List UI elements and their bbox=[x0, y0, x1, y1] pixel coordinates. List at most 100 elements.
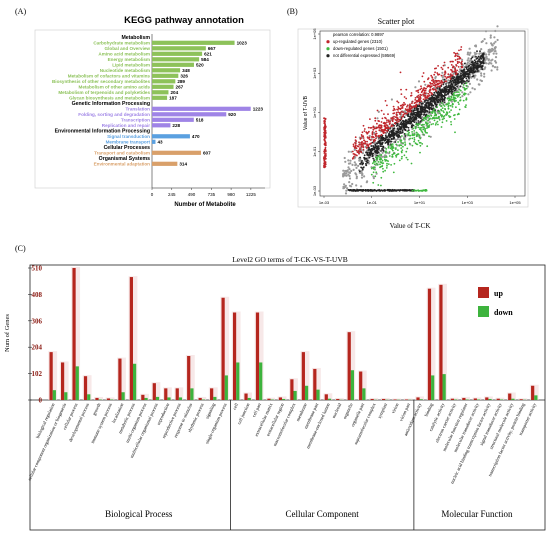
scatter-point-background bbox=[484, 30, 488, 33]
scatter-point-background bbox=[348, 181, 351, 184]
scatter-point-background bbox=[381, 151, 384, 154]
scatter-point-down-regulated bbox=[388, 155, 391, 157]
scatter-point-up-regulated bbox=[375, 137, 377, 140]
scatter-point-background bbox=[347, 166, 350, 169]
scatter-point-up-regulated bbox=[360, 150, 362, 153]
go-bar-up bbox=[95, 397, 99, 400]
scatter-point-background bbox=[344, 184, 347, 187]
scatter-point-background bbox=[361, 152, 364, 155]
scatter-point-up-regulated bbox=[427, 95, 429, 98]
go-bar-down bbox=[110, 399, 114, 400]
scatter-point-not-differential bbox=[368, 156, 371, 159]
scatter-point-down-regulated bbox=[440, 114, 442, 116]
go-bar-up bbox=[473, 398, 477, 400]
scatter-point-up-regulated bbox=[323, 156, 326, 158]
scatter-point-up-regulated bbox=[454, 68, 457, 71]
scatter-point-down-regulated bbox=[379, 163, 381, 166]
scatter-point-not-differential bbox=[424, 104, 426, 106]
panel-b-ylabel: Value of T-UVB bbox=[303, 95, 309, 130]
scatter-point-not-differential bbox=[441, 97, 444, 100]
scatter-y-tick-label: 1e-01 bbox=[312, 146, 317, 157]
scatter-point-down-regulated bbox=[417, 189, 419, 192]
scatter-point-up-regulated bbox=[450, 64, 453, 66]
scatter-point-up-regulated bbox=[362, 145, 364, 147]
kegg-group-label: Metabolism bbox=[121, 35, 150, 41]
scatter-x-tick-label: 1e+03 bbox=[462, 200, 474, 205]
scatter-point-up-regulated bbox=[370, 142, 372, 145]
scatter-point-background bbox=[417, 80, 421, 83]
scatter-point-up-regulated bbox=[450, 75, 453, 77]
scatter-point-down-regulated bbox=[406, 147, 409, 150]
scatter-point-not-differential bbox=[403, 125, 406, 128]
scatter-point-not-differential bbox=[376, 150, 379, 153]
scatter-point-not-differential bbox=[410, 120, 413, 123]
scatter-point-down-regulated bbox=[398, 159, 401, 162]
scatter-point-background bbox=[493, 66, 497, 69]
scatter-point-background bbox=[372, 175, 375, 178]
go-bar-up bbox=[49, 352, 53, 400]
scatter-point-down-regulated bbox=[379, 161, 382, 163]
scatter-point-up-regulated bbox=[453, 51, 455, 54]
panel-a-label: (A) bbox=[15, 7, 26, 16]
scatter-point-not-differential bbox=[427, 102, 430, 104]
scatter-point-not-differential bbox=[400, 128, 403, 130]
scatter-point-not-differential bbox=[463, 76, 466, 79]
scatter-point-down-regulated bbox=[416, 123, 419, 125]
go-bar-up bbox=[255, 312, 260, 400]
scatter-point-background bbox=[474, 45, 478, 48]
scatter-point-up-regulated bbox=[418, 103, 421, 105]
scatter-point-not-differential bbox=[476, 67, 478, 70]
scatter-point-up-regulated bbox=[408, 107, 411, 110]
scatter-point-up-regulated bbox=[447, 66, 450, 69]
scatter-point-up-regulated bbox=[435, 67, 437, 70]
scatter-point-down-regulated bbox=[374, 156, 377, 159]
scatter-point-down-regulated bbox=[377, 154, 380, 157]
scatter-point-not-differential bbox=[478, 66, 481, 68]
scatter-point-up-regulated bbox=[403, 101, 405, 104]
scatter-point-down-regulated bbox=[407, 134, 410, 137]
scatter-point-up-regulated bbox=[414, 97, 417, 99]
scatter-point-down-regulated bbox=[414, 189, 416, 192]
scatter-point-down-regulated bbox=[371, 162, 374, 165]
scatter-point-up-regulated bbox=[368, 130, 370, 133]
kegg-category-label: Glycan biosynthesis and metabolism bbox=[69, 96, 150, 101]
kegg-x-tick-label: 490 bbox=[188, 192, 196, 197]
scatter-point-down-regulated bbox=[433, 114, 436, 117]
kegg-bar bbox=[152, 73, 179, 78]
scatter-legend-marker bbox=[326, 40, 330, 44]
scatter-point-not-differential bbox=[446, 86, 448, 89]
scatter-point-down-regulated bbox=[445, 103, 448, 106]
scatter-point-up-regulated bbox=[414, 99, 417, 101]
scatter-point-background bbox=[351, 163, 354, 166]
scatter-point-background bbox=[378, 153, 381, 156]
scatter-point-not-differential bbox=[365, 151, 367, 154]
scatter-point-down-regulated bbox=[425, 189, 428, 192]
kegg-x-tick-label: 980 bbox=[227, 192, 235, 197]
scatter-point-up-regulated bbox=[424, 92, 427, 95]
scatter-point-not-differential bbox=[359, 162, 362, 165]
scatter-point-up-regulated bbox=[392, 109, 395, 112]
scatter-point-up-regulated bbox=[399, 107, 401, 110]
scatter-point-background bbox=[428, 121, 431, 124]
scatter-point-background bbox=[486, 57, 489, 60]
scatter-point-down-regulated bbox=[401, 135, 403, 137]
scatter-point-not-differential bbox=[429, 98, 432, 100]
go-x-tick-label: supramolecular complex bbox=[353, 402, 377, 446]
scatter-point-not-differential bbox=[467, 65, 470, 68]
scatter-point-down-regulated bbox=[401, 155, 403, 158]
scatter-point-background bbox=[480, 40, 483, 44]
kegg-bar bbox=[152, 134, 190, 139]
scatter-point-not-differential bbox=[460, 72, 462, 75]
scatter-point-not-differential bbox=[399, 131, 402, 133]
scatter-point-not-differential bbox=[367, 189, 370, 191]
scatter-point-not-differential bbox=[392, 130, 395, 132]
go-bar-shadow bbox=[518, 398, 528, 400]
scatter-point-down-regulated bbox=[419, 127, 422, 129]
scatter-point-up-regulated bbox=[324, 140, 327, 143]
scatter-point-up-regulated bbox=[460, 48, 462, 51]
go-bar-up bbox=[187, 356, 191, 400]
scatter-point-not-differential bbox=[381, 148, 383, 150]
scatter-point-background bbox=[488, 48, 491, 52]
scatter-point-up-regulated bbox=[457, 66, 460, 68]
